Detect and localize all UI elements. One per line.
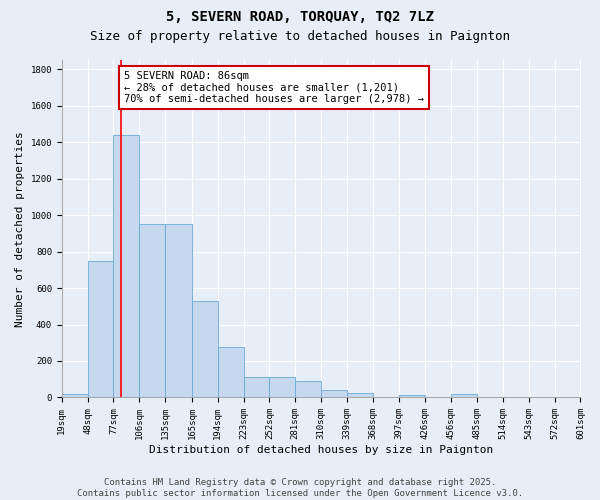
Bar	[62, 394, 88, 398]
Bar	[321, 390, 347, 398]
Text: 5 SEVERN ROAD: 86sqm
← 28% of detached houses are smaller (1,201)
70% of semi-de: 5 SEVERN ROAD: 86sqm ← 28% of detached h…	[124, 71, 424, 104]
Bar	[113, 135, 139, 398]
Bar	[269, 378, 295, 398]
Bar	[347, 393, 373, 398]
Text: Contains HM Land Registry data © Crown copyright and database right 2025.
Contai: Contains HM Land Registry data © Crown c…	[77, 478, 523, 498]
Bar	[88, 260, 113, 398]
Bar	[451, 394, 477, 398]
Bar	[244, 378, 269, 398]
Bar	[165, 224, 192, 398]
Text: Size of property relative to detached houses in Paignton: Size of property relative to detached ho…	[90, 30, 510, 43]
Bar	[218, 348, 244, 398]
Bar	[398, 394, 425, 398]
Text: 5, SEVERN ROAD, TORQUAY, TQ2 7LZ: 5, SEVERN ROAD, TORQUAY, TQ2 7LZ	[166, 10, 434, 24]
Bar	[295, 381, 321, 398]
Y-axis label: Number of detached properties: Number of detached properties	[15, 131, 25, 326]
X-axis label: Distribution of detached houses by size in Paignton: Distribution of detached houses by size …	[149, 445, 493, 455]
Bar	[139, 224, 165, 398]
Bar	[192, 301, 218, 398]
